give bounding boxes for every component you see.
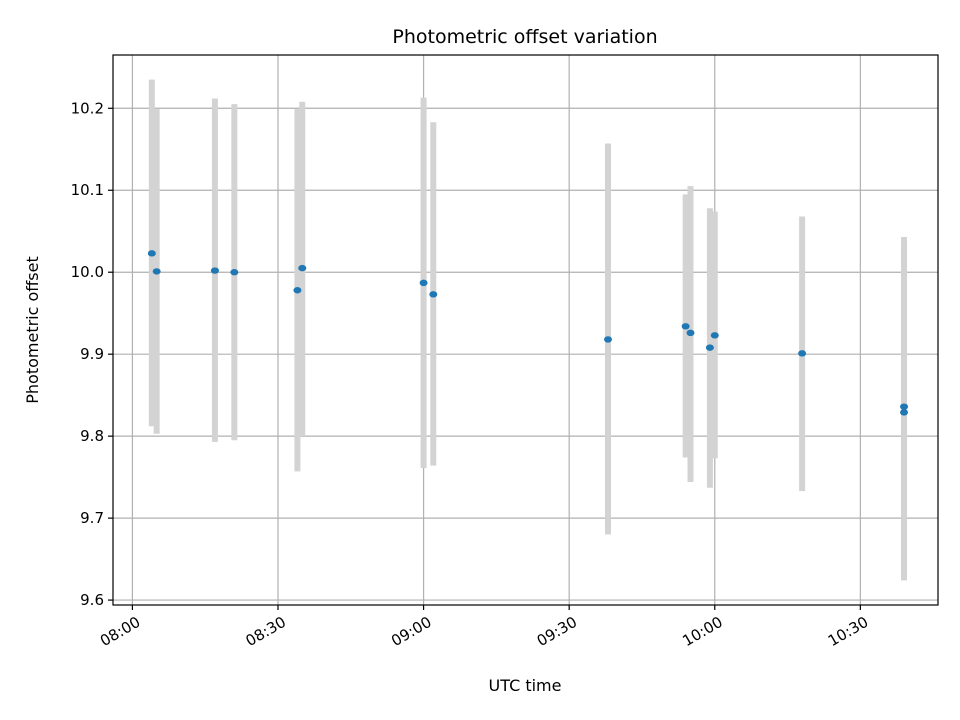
x-axis-label: UTC time — [489, 676, 562, 695]
y-tick-label: 9.9 — [80, 345, 104, 363]
y-tick-label: 10.2 — [71, 99, 104, 117]
chart-title: Photometric offset variation — [392, 26, 657, 48]
y-axis-label: Photometric offset — [23, 256, 42, 404]
y-axis: 9.6 9.7 9.8 9.9 10.0 10.1 10.2 — [71, 99, 113, 609]
data-point — [900, 409, 909, 416]
data-point — [705, 344, 714, 351]
data-point — [686, 329, 695, 337]
data-point — [298, 264, 307, 272]
data-point — [210, 267, 219, 274]
y-tick-label: 9.6 — [80, 591, 104, 609]
data-point — [293, 287, 302, 294]
data-point — [900, 403, 909, 410]
plot-frame — [112, 54, 939, 606]
data-point — [710, 332, 719, 339]
y-tick-label: 9.7 — [80, 509, 104, 527]
y-tick-label: 9.8 — [80, 427, 104, 445]
data-point — [147, 250, 156, 257]
data-point — [152, 268, 161, 275]
data-point — [798, 350, 807, 357]
y-tick-label: 10.1 — [71, 181, 104, 199]
data-point — [681, 323, 690, 330]
data-point — [230, 269, 239, 276]
data-point — [429, 291, 438, 298]
data-point — [419, 279, 428, 287]
y-tick-label: 10.0 — [71, 263, 104, 281]
data-points — [147, 250, 909, 416]
data-point — [604, 336, 612, 343]
